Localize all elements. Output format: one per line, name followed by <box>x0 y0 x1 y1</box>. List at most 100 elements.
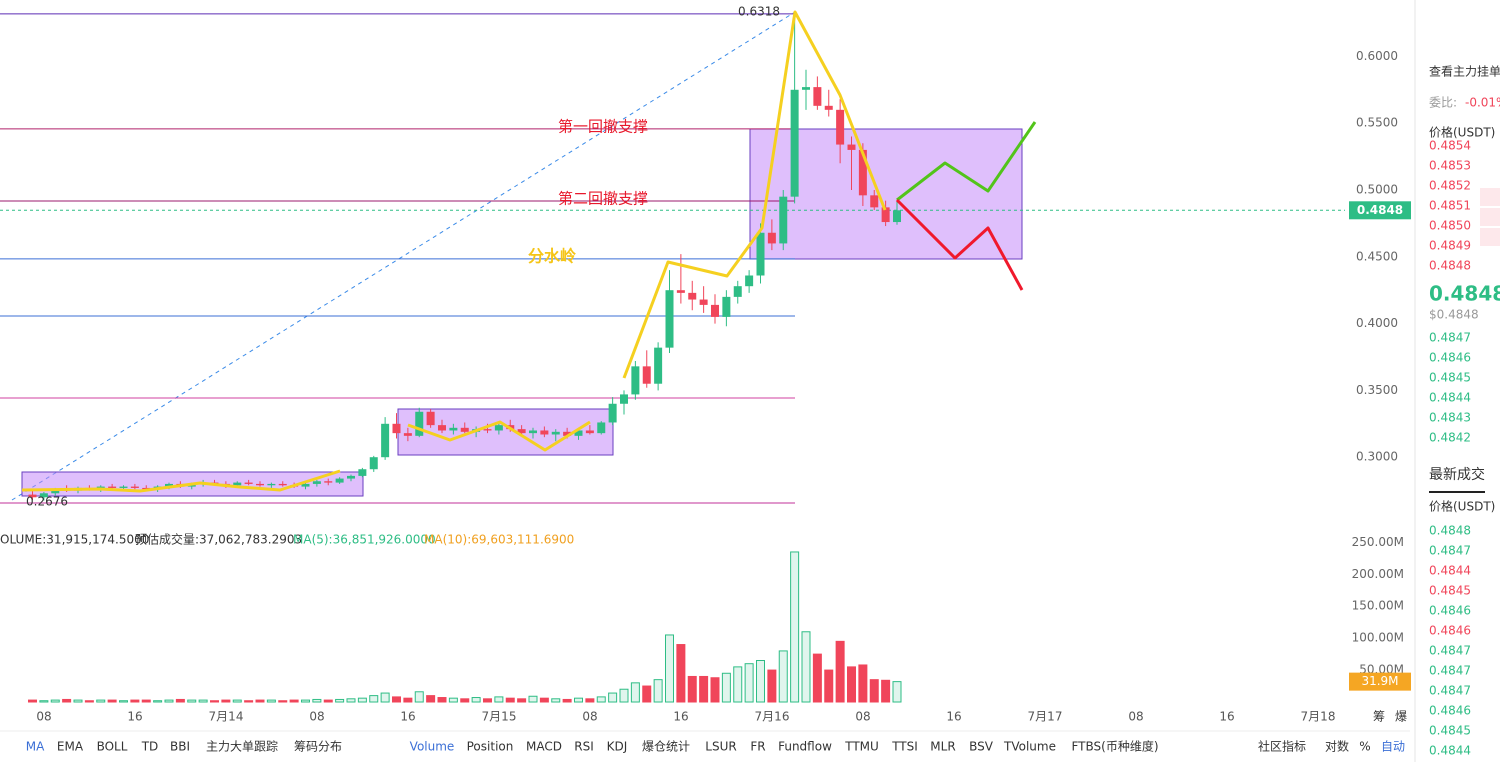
candle-body <box>585 430 594 434</box>
indicator-tab[interactable]: Position <box>467 740 514 754</box>
indicator-tab[interactable]: TVolume <box>1003 740 1056 754</box>
trade-price: 0.4844 <box>1429 564 1471 578</box>
volume-bar <box>892 681 902 703</box>
volume-bar <box>744 663 754 703</box>
zigzag <box>622 10 887 379</box>
volume-bar <box>232 699 242 703</box>
candle-body <box>881 207 890 223</box>
time-label: 16 <box>946 710 961 724</box>
candle-body <box>301 483 310 487</box>
indicator-tab[interactable]: 爆仓统计 <box>642 740 690 754</box>
indicator-tab[interactable]: KDJ <box>607 740 628 754</box>
time-label: 08 <box>1128 710 1143 724</box>
candle-body <box>745 275 754 287</box>
indicator-tab[interactable]: FR <box>750 740 765 754</box>
time-label: 16 <box>1219 710 1234 724</box>
volume-bar <box>881 679 891 703</box>
toolbar-option[interactable]: 社区指标 <box>1258 739 1306 754</box>
annotation: 第一回撤支撑 <box>558 118 648 136</box>
candle-body <box>381 423 390 458</box>
indicator-tab[interactable]: RSI <box>574 740 594 754</box>
volume-bar <box>62 698 72 703</box>
volume-bar <box>676 644 686 703</box>
price-tick-label: 0.5000 <box>1356 182 1398 196</box>
indicator-tab[interactable]: Fundflow <box>778 740 832 754</box>
candle-body <box>460 427 469 432</box>
indicator-tab[interactable]: MLR <box>930 740 955 754</box>
indicator-tab[interactable]: 主力大单跟踪 <box>206 740 278 754</box>
volume-bar <box>517 698 527 703</box>
high-label: 0.6318 <box>738 5 780 19</box>
candle-body <box>551 431 560 435</box>
indicator-tab[interactable]: Volume <box>410 740 455 754</box>
volume-tick-label: 250.00M <box>1352 535 1404 549</box>
bid-price: 0.4843 <box>1429 411 1471 425</box>
indicator-tab[interactable]: 筹码分布 <box>294 740 342 754</box>
candle-body <box>699 299 708 305</box>
candle-body <box>358 469 367 476</box>
volume-bar <box>335 698 345 703</box>
candle-body <box>108 486 117 488</box>
volume-tag <box>1349 672 1411 691</box>
toolbar-option[interactable]: 对数 <box>1325 739 1349 754</box>
ratio: -0.01% <box>1465 96 1500 110</box>
indicator-tab[interactable]: BBI <box>170 740 190 754</box>
indicator-tab[interactable]: LSUR <box>705 740 736 754</box>
trade-price: 0.4848 <box>1429 524 1471 538</box>
volume-bar <box>505 697 515 703</box>
candle-body <box>642 366 651 384</box>
candle-body <box>858 149 867 196</box>
candle-body <box>813 87 822 106</box>
indicator-tab[interactable]: TD <box>141 740 159 754</box>
indicator-tab[interactable]: MACD <box>526 740 562 754</box>
annotation: 分水岭 <box>528 247 576 266</box>
ratio-label: 委比: <box>1429 96 1457 110</box>
bid-price: 0.4845 <box>1429 371 1471 385</box>
volume-bar <box>289 699 299 703</box>
time-label: 16 <box>400 710 415 724</box>
price-tag-label: 0.4848 <box>1357 203 1403 217</box>
candle-body <box>836 109 845 145</box>
time-label: 16 <box>127 710 142 724</box>
indicator-tab[interactable]: TTSI <box>891 740 918 754</box>
volume-bar <box>630 682 640 703</box>
toolbar-option[interactable]: % <box>1359 740 1370 754</box>
candle-body <box>267 483 276 486</box>
volume-bar <box>244 700 254 703</box>
candle-body <box>335 478 344 483</box>
trade-price: 0.4846 <box>1429 624 1471 638</box>
trade-price: 0.4847 <box>1429 684 1471 698</box>
ask-price: 0.4848 <box>1429 259 1471 273</box>
volume-bar <box>153 700 163 703</box>
bid-price: 0.4847 <box>1429 331 1471 345</box>
indicator-tab[interactable]: MA <box>26 740 45 754</box>
candle-body <box>415 411 424 436</box>
candle-body <box>130 486 139 488</box>
candle-body <box>767 232 776 244</box>
volume-bar <box>346 698 356 703</box>
axis-extra[interactable]: 爆 <box>1395 710 1407 724</box>
volume-bar <box>392 696 401 703</box>
book-title: 查看主力挂单 <box>1429 65 1500 79</box>
candle-body <box>893 210 901 223</box>
volume-bar <box>96 699 106 703</box>
column-header: 价格(USDT) <box>1429 499 1495 514</box>
indicator-tab[interactable]: TTMU <box>844 740 879 754</box>
trade-price: 0.4847 <box>1429 544 1471 558</box>
axis-extra[interactable]: 筹 <box>1373 710 1385 724</box>
toolbar-option[interactable]: 自动 <box>1381 740 1405 754</box>
indicator-tab[interactable]: BOLL <box>97 740 128 754</box>
volume-bar <box>585 698 595 703</box>
time-label: 16 <box>673 710 688 724</box>
indicator-tab[interactable]: BSV <box>969 740 994 754</box>
candle-body <box>847 144 856 150</box>
volume-bar <box>619 688 629 703</box>
time-label: 08 <box>582 710 597 724</box>
indicator-tab[interactable]: FTBS(币种维度) <box>1071 739 1158 754</box>
candle-body <box>403 433 412 436</box>
bid-price: 0.4842 <box>1429 431 1471 445</box>
indicator-tab[interactable]: EMA <box>57 740 84 754</box>
ask-price: 0.4850 <box>1429 219 1471 233</box>
candle-body <box>529 430 537 434</box>
